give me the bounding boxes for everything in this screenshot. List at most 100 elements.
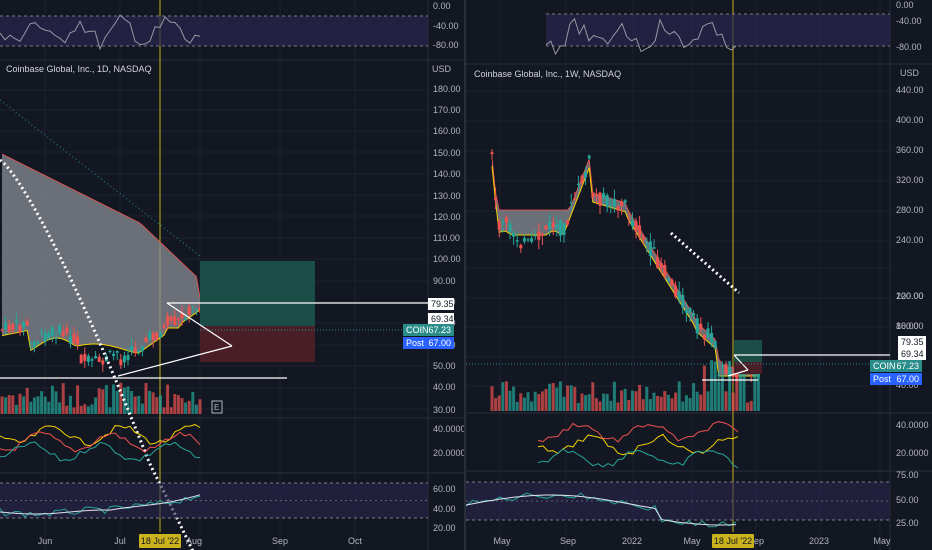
weekly-chart-pane[interactable]: Coinbase Global, Inc., 1W, NASDAQ USD 44… <box>466 0 932 550</box>
volume-bar <box>158 395 162 414</box>
coin-tag-value: 67.23 <box>896 361 919 371</box>
volume-bar <box>717 382 721 411</box>
volume-bar <box>144 383 148 414</box>
volume-bar <box>573 386 577 411</box>
candle-body <box>166 315 170 326</box>
volume-bar <box>140 403 144 414</box>
candle-body <box>656 257 660 268</box>
time-tick-label: Sep <box>560 536 576 546</box>
time-axis[interactable]: Jun Jul Aug Sep Oct 18 Jul '22 <box>38 534 363 548</box>
post-tag-bg <box>403 337 454 349</box>
volume-bar <box>58 402 62 414</box>
time-tick-label: May <box>873 536 891 546</box>
candle-body <box>29 342 33 344</box>
volume-bar <box>25 387 29 414</box>
overbought-band <box>546 14 890 46</box>
long-position-stop-zone <box>734 362 762 374</box>
volume-bar <box>692 383 696 411</box>
earnings-marker: E <box>214 403 219 412</box>
candle-body <box>133 347 137 353</box>
volume-bar <box>169 407 173 414</box>
dmi-tick-label: 40.0000 <box>433 424 464 434</box>
time-tick-label: Jul <box>114 536 126 546</box>
candle-body <box>728 369 732 376</box>
rsi-line <box>466 492 737 528</box>
candle-body <box>112 353 116 357</box>
candle-body <box>659 262 663 269</box>
coin-tag-label: COIN <box>873 361 896 371</box>
level-79-label-bg <box>898 336 926 348</box>
candle-body <box>11 323 15 330</box>
candle-body <box>612 198 616 207</box>
volume-bar <box>735 361 739 411</box>
volume-bar <box>620 390 624 411</box>
candle-body <box>54 337 58 339</box>
volume-bar <box>616 402 620 411</box>
top-oscillator-panel <box>545 13 890 56</box>
volume-bar <box>79 405 83 414</box>
candle-body <box>652 247 656 249</box>
dmi-line <box>537 421 739 443</box>
dmi-panel <box>0 424 201 462</box>
candle-body <box>544 225 548 230</box>
rsi-tick-label: 50.00 <box>896 495 919 505</box>
price-tick-label: 170.00 <box>433 105 461 115</box>
candle-body <box>22 322 26 328</box>
volume-bar <box>133 396 137 414</box>
williams-r-line <box>545 17 737 56</box>
volume-bar <box>137 395 141 414</box>
volume-bar <box>706 391 710 411</box>
price-axis[interactable]: 440.00 400.00 360.00 320.00 280.00 240.00 200.… <box>896 0 929 528</box>
volume-bar <box>61 383 65 414</box>
candle-body <box>605 195 609 208</box>
time-tick-label: 2022 <box>622 536 642 546</box>
volume-bar <box>40 391 44 414</box>
candle-body <box>724 364 728 375</box>
weekly-chart-canvas[interactable]: Coinbase Global, Inc., 1W, NASDAQ USD 44… <box>466 0 932 550</box>
candle-body <box>699 323 703 329</box>
volume-bar <box>670 398 674 411</box>
volume-bar <box>494 397 498 411</box>
price-tick-label: 200.00 <box>896 291 924 301</box>
volume-bar <box>54 391 58 414</box>
candle-body <box>706 328 710 338</box>
level-69-label-bg <box>428 313 454 325</box>
daily-chart-pane[interactable]: E Coinbase Global, Inc., 1D, NASDAQ USD … <box>0 0 464 550</box>
williams-r-line <box>0 14 201 51</box>
candle-body <box>717 375 721 377</box>
candle-body <box>594 194 598 196</box>
volume-bar <box>652 392 656 411</box>
dmi-line <box>0 424 201 447</box>
volume-bar <box>187 400 191 414</box>
volume-bar <box>627 400 631 411</box>
candle-body <box>573 198 577 200</box>
rsi-tick-label: 60.00 <box>433 484 456 494</box>
volume-bar <box>94 397 98 414</box>
time-tick-label: Sep <box>748 536 764 546</box>
time-axis[interactable]: May Sep 2022 May Sep 2023 May 18 Jul '22 <box>493 534 891 548</box>
volume-bar <box>162 407 166 414</box>
volume-bar <box>47 401 51 414</box>
volume-bar <box>742 362 746 411</box>
coin-tag-bg <box>870 360 922 372</box>
oscillator-tick-label: -40.00 <box>896 16 922 26</box>
price-tick-label: 130.00 <box>433 191 461 201</box>
currency-label: USD <box>432 64 452 74</box>
volume-bar <box>569 385 573 411</box>
daily-chart-canvas[interactable]: E Coinbase Global, Inc., 1D, NASDAQ USD … <box>0 0 464 550</box>
candle-body <box>620 202 624 206</box>
candle-body <box>558 220 562 236</box>
price-tick-label: 160.00 <box>433 126 461 136</box>
price-tick-label: 120.00 <box>896 291 924 301</box>
candle-body <box>122 355 126 363</box>
volume-bar <box>584 395 588 411</box>
time-tick-label: Jun <box>38 536 53 546</box>
pane-divider[interactable] <box>464 0 466 550</box>
candle-body <box>65 327 69 333</box>
candle-body <box>97 356 101 363</box>
volume-bar <box>720 375 724 411</box>
volume-bar <box>731 392 735 411</box>
candle-body <box>569 202 573 204</box>
price-axis[interactable]: 180.00 170.00 160.00 150.00 140.00 130.00 120.… <box>433 1 464 533</box>
volume-bar <box>699 394 703 411</box>
